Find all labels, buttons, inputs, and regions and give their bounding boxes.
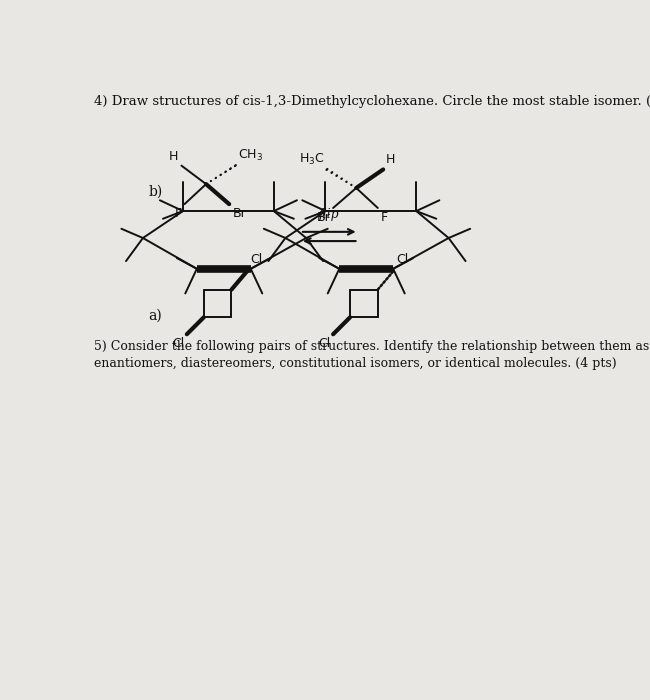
Text: H: H: [385, 153, 395, 167]
Text: H: H: [169, 150, 178, 162]
Text: Cl: Cl: [396, 253, 408, 267]
Text: F: F: [381, 211, 388, 224]
Text: CH$_3$: CH$_3$: [238, 148, 263, 163]
Text: Cl: Cl: [172, 337, 185, 350]
Text: a): a): [148, 309, 162, 323]
Text: 4) Draw structures of cis-1,3-Dimethylcyclohexane. Circle the most stable isomer: 4) Draw structures of cis-1,3-Dimethylcy…: [94, 94, 650, 108]
Text: F: F: [174, 207, 181, 220]
Text: flip: flip: [319, 208, 339, 221]
Text: H$_3$C: H$_3$C: [299, 152, 324, 167]
Text: Br: Br: [232, 207, 246, 220]
Text: Cl: Cl: [250, 253, 262, 267]
Text: Br: Br: [317, 211, 330, 224]
Text: Cl: Cl: [318, 337, 331, 350]
Text: 5) Consider the following pairs of structures. Identify the relationship between: 5) Consider the following pairs of struc…: [94, 340, 650, 370]
Text: b): b): [148, 185, 162, 199]
